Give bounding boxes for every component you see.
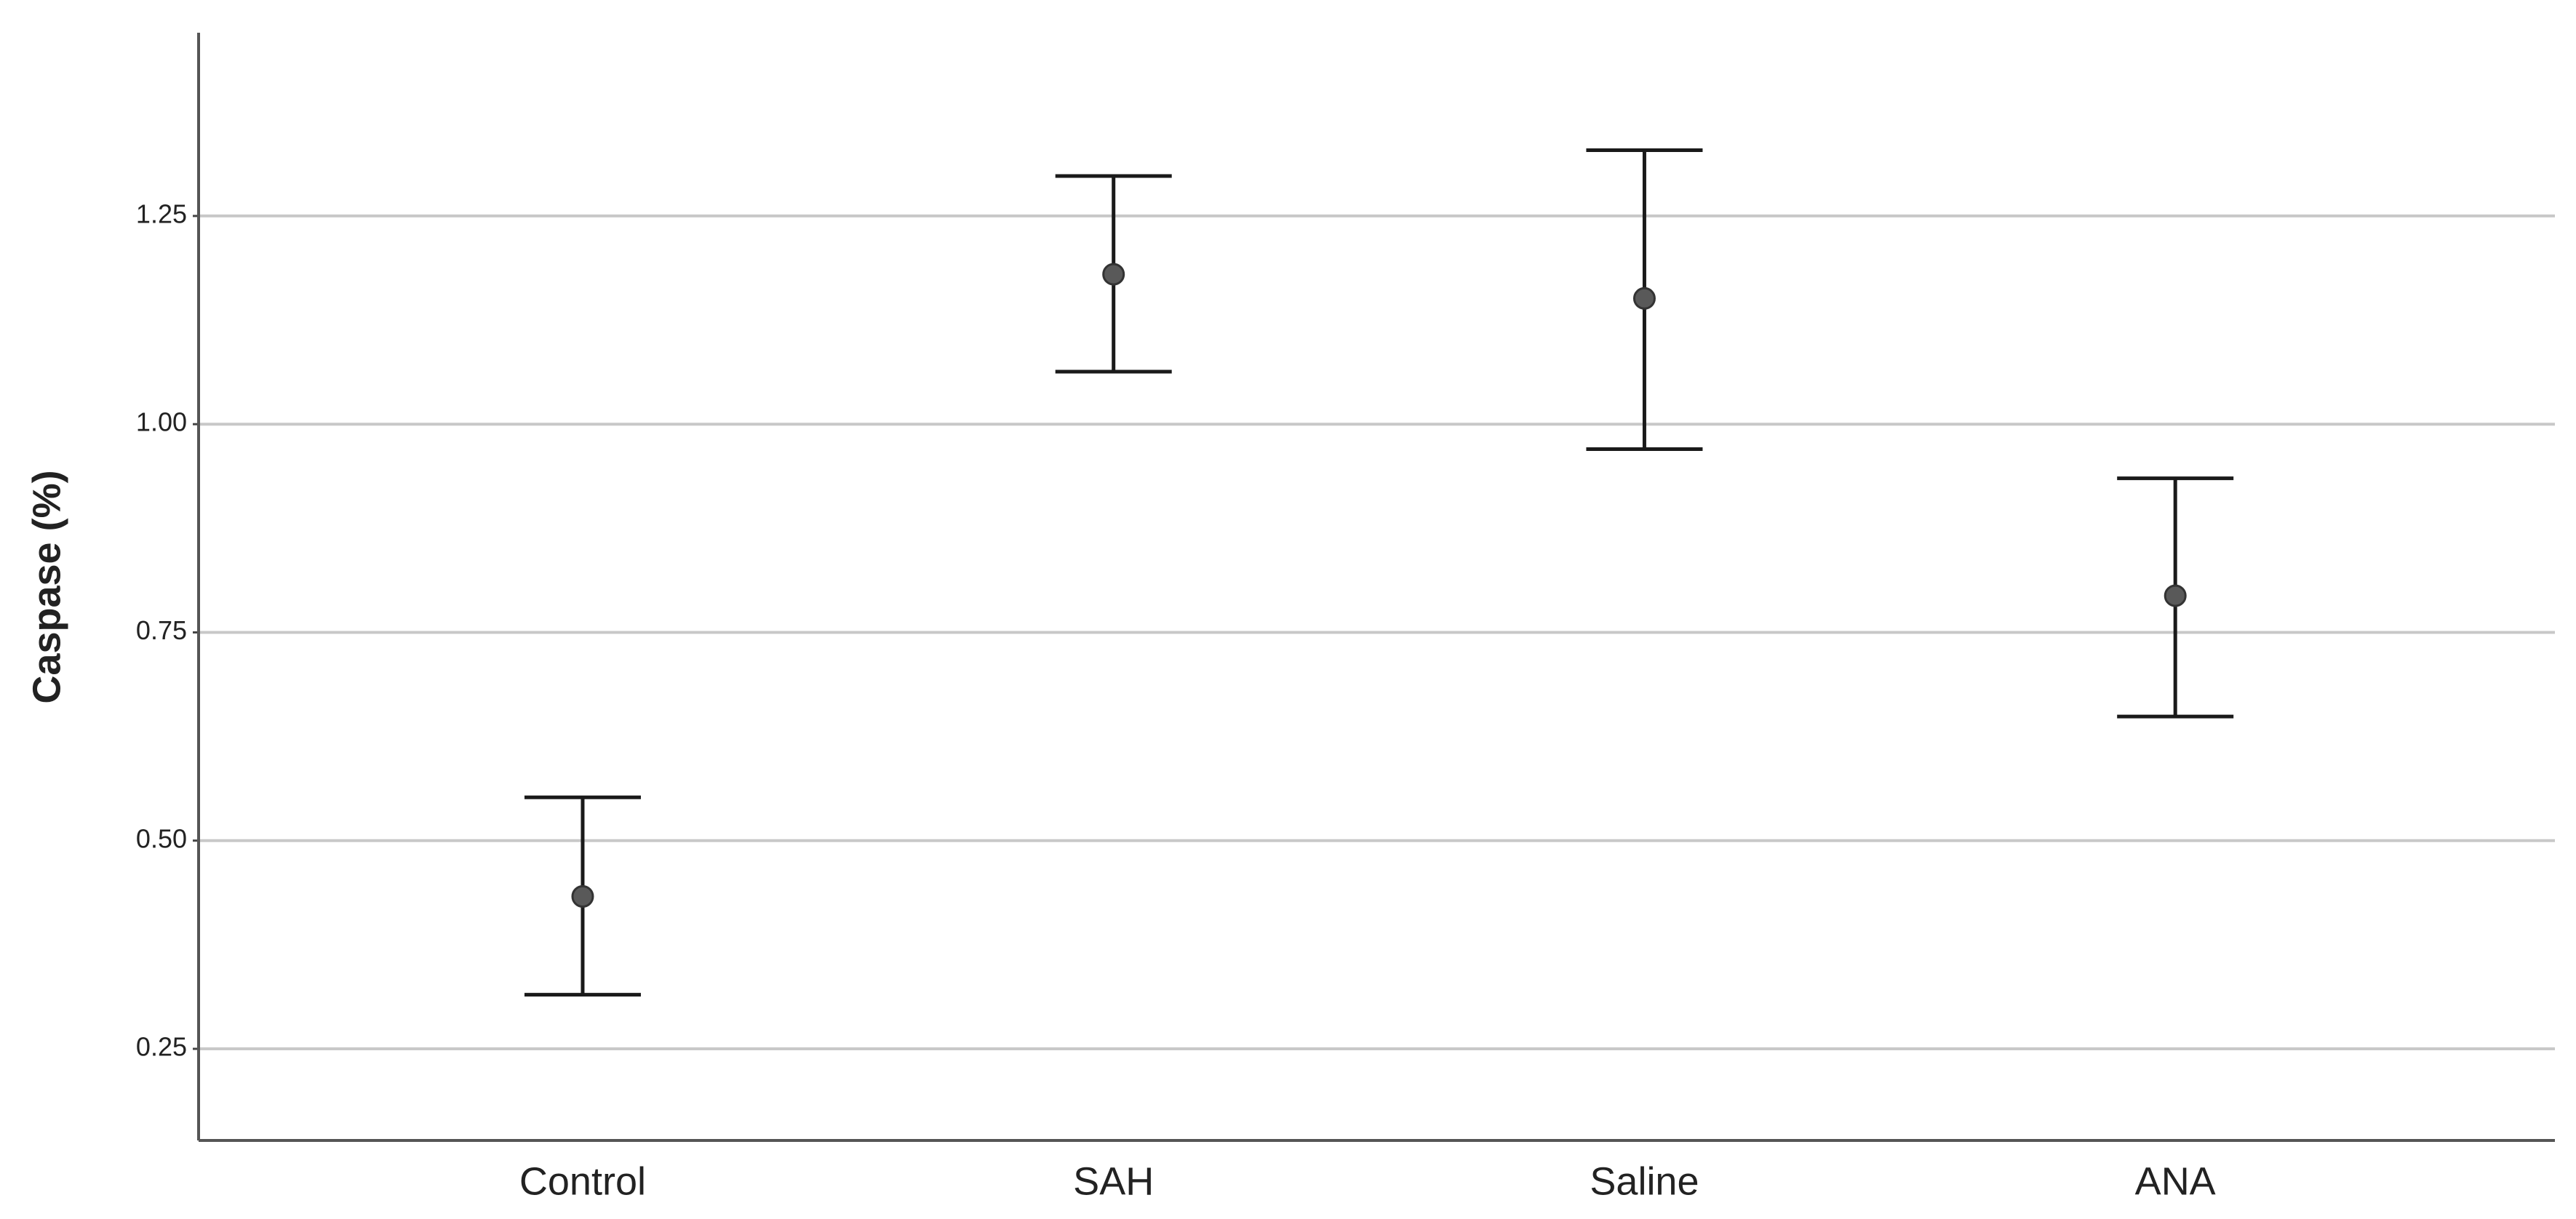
y-axis-label: Caspase (%) — [25, 470, 68, 703]
y-tick-label: 1.00 — [136, 407, 187, 437]
y-tick-label: 0.50 — [136, 823, 187, 853]
mean-marker — [1632, 287, 1656, 310]
mean-marker — [2164, 584, 2187, 607]
x-tick-label: ANA — [2135, 1159, 2216, 1203]
x-tick-label: Saline — [1590, 1159, 1699, 1203]
mean-marker — [571, 884, 594, 908]
x-tick-label: Control — [519, 1159, 646, 1203]
y-tick-label: 1.25 — [136, 199, 187, 228]
y-tick-label: 0.25 — [136, 1032, 187, 1062]
mean-marker — [1102, 263, 1125, 286]
y-tick-label: 0.75 — [136, 615, 187, 645]
x-tick-label: SAH — [1073, 1159, 1154, 1203]
